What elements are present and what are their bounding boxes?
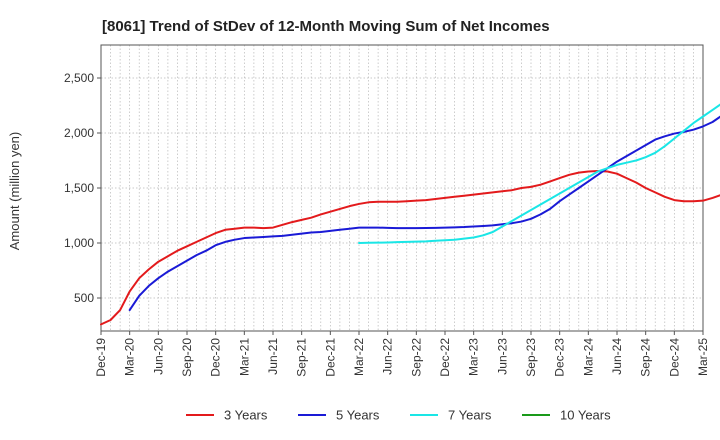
chart-title: [8061] Trend of StDev of 12-Month Moving… bbox=[102, 18, 550, 35]
x-tick-label: Jun-22 bbox=[381, 338, 395, 375]
series-line-5-years bbox=[128, 115, 720, 312]
plot-area: 500 1,000 1,500 2,000 2,500 Dec-19 Mar-20 Jun-2… bbox=[64, 44, 720, 377]
series-line-3-years bbox=[100, 169, 720, 326]
x-tick-label: Mar-22 bbox=[352, 338, 366, 376]
y-tick-label: 2,500 bbox=[64, 71, 94, 85]
legend-label: 10 Years bbox=[560, 408, 611, 423]
x-tick-label: Sep-24 bbox=[639, 338, 653, 377]
x-tick-label: Sep-21 bbox=[295, 338, 309, 377]
x-tick-label: Sep-23 bbox=[524, 338, 538, 377]
legend: 3 Years 5 Years 7 Years 10 Years bbox=[186, 408, 611, 423]
x-tick-label: Jun-21 bbox=[266, 338, 280, 375]
legend-label: 3 Years bbox=[224, 408, 268, 423]
legend-item-3-years: 3 Years bbox=[186, 408, 268, 423]
x-tick-label: Mar-25 bbox=[696, 338, 710, 376]
y-tick-label: 1,500 bbox=[64, 181, 94, 195]
legend-item-7-years: 7 Years bbox=[410, 408, 492, 423]
x-tick-label: Jun-23 bbox=[495, 338, 509, 375]
y-tick-label: 500 bbox=[74, 291, 94, 305]
x-tick-label: Dec-21 bbox=[323, 338, 337, 377]
legend-item-5-years: 5 Years bbox=[298, 408, 380, 423]
x-tick-label: Dec-24 bbox=[667, 338, 681, 377]
y-axis-label: Amount (million yen) bbox=[7, 132, 22, 251]
y-tick-label: 2,000 bbox=[64, 126, 94, 140]
x-tick-label: Mar-20 bbox=[123, 338, 137, 376]
x-tick-label: Dec-23 bbox=[553, 338, 567, 377]
legend-label: 5 Years bbox=[336, 408, 380, 423]
x-tick-label: Dec-22 bbox=[438, 338, 452, 377]
series-line-7-years bbox=[358, 103, 720, 244]
legend-label: 7 Years bbox=[448, 408, 492, 423]
x-tick-label: Jun-24 bbox=[610, 338, 624, 375]
x-tick-label: Sep-20 bbox=[180, 338, 194, 377]
legend-item-10-years: 10 Years bbox=[522, 408, 611, 423]
x-tick-label: Dec-20 bbox=[209, 338, 223, 377]
x-tick-label: Mar-23 bbox=[467, 338, 481, 376]
y-tick-label: 1,000 bbox=[64, 236, 94, 250]
x-tick-label: Mar-24 bbox=[581, 338, 595, 376]
x-tick-label: Jun-20 bbox=[151, 338, 165, 375]
x-tick-label: Dec-19 bbox=[94, 338, 108, 377]
x-tick-label: Sep-22 bbox=[409, 338, 423, 377]
x-tick-label: Mar-21 bbox=[237, 338, 251, 376]
